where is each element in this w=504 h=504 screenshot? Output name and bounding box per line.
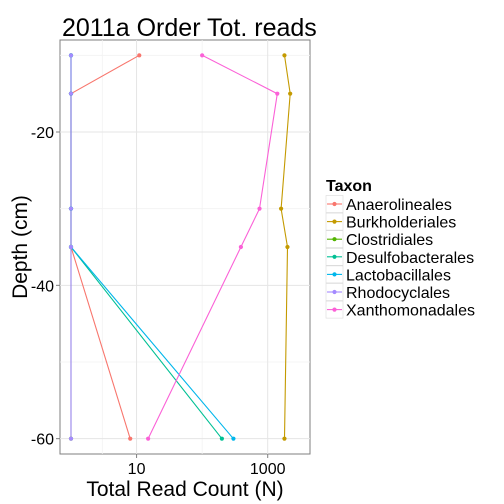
data-point <box>282 53 287 58</box>
x-tick-label: 1000 <box>250 461 286 478</box>
legend-swatch-point <box>332 307 337 312</box>
data-point <box>68 436 74 441</box>
legend-label: Anaerolineales <box>346 197 452 214</box>
y-tick-label: -60 <box>31 432 54 449</box>
legend-swatch-point <box>332 254 337 259</box>
x-axis: 10 1000 <box>128 454 286 478</box>
x-axis-title: Total Read Count (N) <box>86 478 283 501</box>
data-point <box>278 206 284 211</box>
data-point <box>238 244 243 250</box>
data-point <box>288 91 293 96</box>
data-point <box>68 53 74 58</box>
data-point <box>257 206 262 211</box>
data-point <box>200 53 205 58</box>
legend-swatch-point <box>332 237 337 242</box>
data-point <box>146 436 151 441</box>
y-axis: -20 -40 -60 <box>31 125 60 449</box>
y-tick-label: -40 <box>31 278 54 295</box>
legend-title: Taxon <box>326 178 372 195</box>
legend: Taxon AnaerolinealesBurkholderialesClost… <box>325 178 475 320</box>
chart-title: 2011a Order Tot. reads <box>62 14 317 42</box>
data-point <box>137 53 142 58</box>
grid <box>60 40 310 454</box>
legend-label: Xanthomonadales <box>346 303 475 320</box>
plot-panel <box>59 39 311 455</box>
legend-label: Clostridiales <box>346 232 433 249</box>
series-points <box>68 53 293 441</box>
legend-label: Rhodocyclales <box>346 285 450 302</box>
data-point <box>68 206 74 211</box>
data-point <box>68 91 74 96</box>
legend-label: Lactobacillales <box>346 267 451 284</box>
legend-swatch-point <box>332 289 337 295</box>
y-axis-title: Depth (cm) <box>9 195 32 299</box>
legend-swatch-point <box>332 201 337 207</box>
data-point <box>275 91 280 96</box>
data-point <box>219 436 224 441</box>
legend-swatch-point <box>332 272 337 277</box>
legend-label: Burkholderiales <box>346 215 456 232</box>
data-point <box>231 436 236 441</box>
data-point <box>68 244 74 250</box>
data-point <box>285 244 290 250</box>
legend-label: Desulfobacterales <box>346 250 474 267</box>
legend-swatch-point <box>332 219 337 224</box>
y-tick-label: -20 <box>31 125 54 142</box>
data-point <box>282 436 287 441</box>
data-point <box>128 436 133 441</box>
x-tick-label: 10 <box>128 461 146 478</box>
